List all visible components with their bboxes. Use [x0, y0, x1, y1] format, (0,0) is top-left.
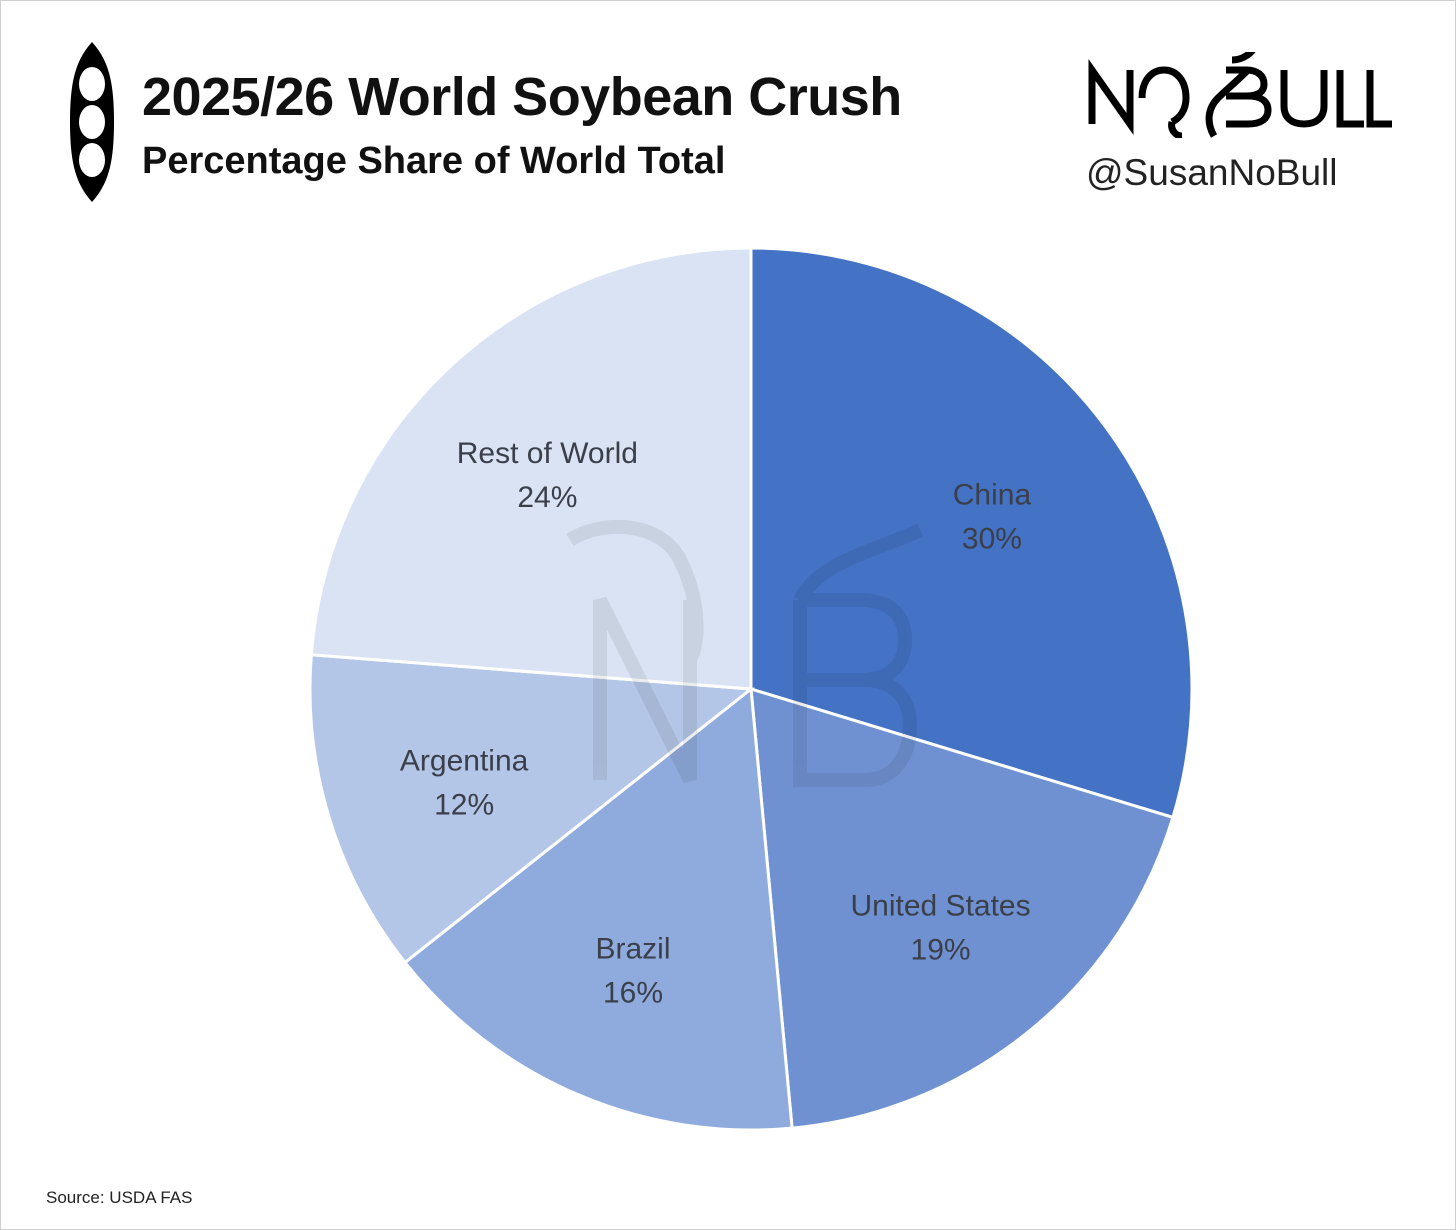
slice-label: Argentina [400, 744, 529, 777]
pie-slices [308, 246, 1194, 1132]
slice-value-label: 12% [434, 788, 494, 821]
nobull-logo [1088, 52, 1392, 138]
twitter-handle: @SusanNoBull [1086, 152, 1338, 193]
pie-slice-united-states [749, 686, 1175, 1130]
slice-label: Brazil [596, 933, 671, 966]
slice-label: China [953, 478, 1032, 511]
slice-value-label: 19% [911, 933, 971, 966]
chart-title: 2025/26 World Soybean Crush [142, 67, 902, 127]
slice-value-label: 16% [603, 977, 663, 1010]
pie-slice-brazil [402, 686, 794, 1132]
source-note: Source: USDA FAS [46, 1188, 193, 1207]
pie-slice-china [749, 246, 1194, 820]
slice-value-label: 24% [517, 481, 577, 514]
chart-subtitle: Percentage Share of World Total [142, 140, 726, 182]
slice-label: United States [851, 889, 1031, 922]
pie-slice-rest-of-world [309, 246, 753, 691]
slice-label: Rest of World [457, 437, 638, 470]
pie-slice-argentina [308, 653, 755, 965]
slice-value-label: 30% [962, 522, 1022, 555]
nb-watermark [566, 519, 924, 787]
soybean-pod-icon [70, 42, 114, 202]
pie-labels: China 30% United States 19% Brazil 16% Argenti… [400, 437, 1032, 1010]
